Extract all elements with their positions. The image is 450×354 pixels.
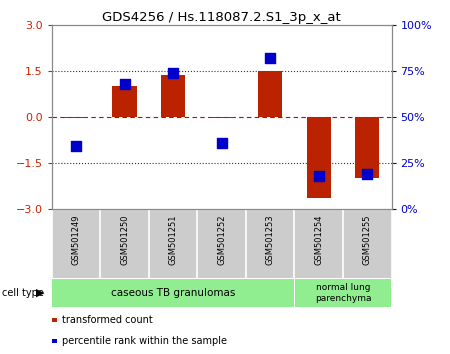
Bar bbox=[355, 117, 379, 178]
Text: percentile rank within the sample: percentile rank within the sample bbox=[62, 336, 227, 346]
Point bbox=[170, 70, 177, 75]
Text: ▶: ▶ bbox=[36, 288, 45, 298]
Text: GSM501255: GSM501255 bbox=[363, 215, 372, 265]
Bar bbox=[306, 117, 331, 198]
Text: GSM501252: GSM501252 bbox=[217, 215, 226, 265]
Bar bbox=[295, 279, 391, 307]
Bar bbox=[258, 71, 282, 117]
Text: cell type: cell type bbox=[2, 288, 44, 298]
Point bbox=[121, 81, 128, 86]
Bar bbox=[112, 86, 137, 117]
Text: caseous TB granulomas: caseous TB granulomas bbox=[111, 288, 235, 298]
Point bbox=[218, 140, 225, 145]
Point bbox=[315, 173, 322, 178]
Text: GSM501249: GSM501249 bbox=[72, 215, 81, 265]
Text: transformed count: transformed count bbox=[62, 315, 153, 325]
Point bbox=[364, 171, 371, 177]
Point bbox=[72, 143, 80, 149]
Title: GDS4256 / Hs.118087.2.S1_3p_x_at: GDS4256 / Hs.118087.2.S1_3p_x_at bbox=[102, 11, 341, 24]
Bar bbox=[52, 279, 294, 307]
Text: GSM501250: GSM501250 bbox=[120, 215, 129, 265]
Bar bbox=[64, 117, 88, 118]
Text: normal lung
parenchyma: normal lung parenchyma bbox=[315, 283, 371, 303]
Bar bbox=[161, 75, 185, 117]
Point bbox=[266, 55, 274, 61]
Text: GSM501254: GSM501254 bbox=[314, 215, 323, 265]
Text: GSM501253: GSM501253 bbox=[266, 215, 274, 265]
Bar bbox=[210, 117, 234, 118]
Text: GSM501251: GSM501251 bbox=[169, 215, 178, 265]
